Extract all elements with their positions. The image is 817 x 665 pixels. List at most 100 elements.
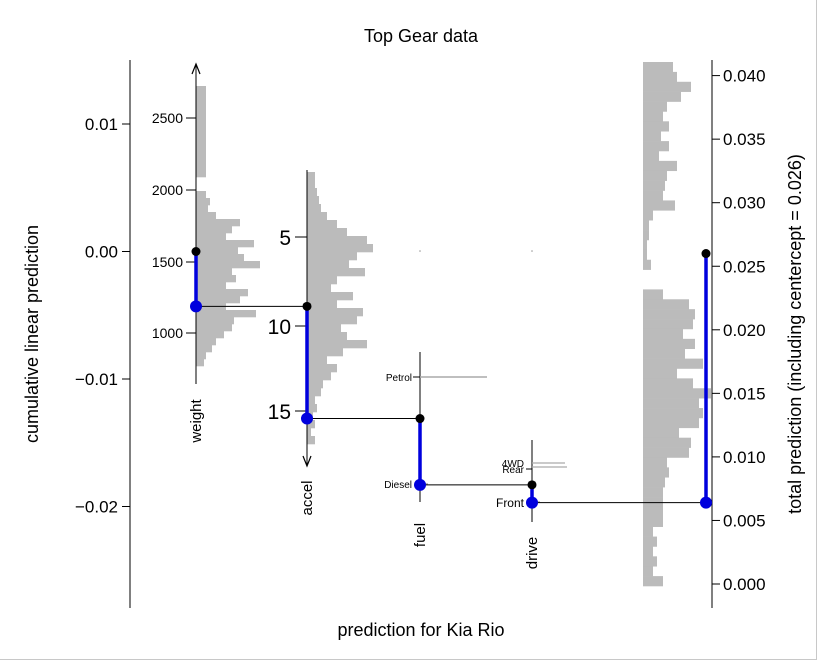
accel-histogram-bar [307,188,317,197]
accel-histogram-bar [307,196,319,205]
right-y-tick-label: 0.035 [723,130,766,149]
accel-histogram-bar [307,340,367,349]
weight-histogram-bar [196,114,206,122]
accel-histogram-bar [307,172,315,181]
accel-histogram-bar [307,404,317,413]
weight-histogram-bar [196,212,216,220]
weight-histogram-bar [196,226,232,234]
accel-histogram-bar [307,388,321,397]
right-y-tick-label: 0.025 [723,257,766,276]
accel-histogram-bar [307,396,315,405]
weight-histogram-bar [196,310,256,318]
right-y-tick-label: 0.015 [723,384,766,403]
total-histogram-bar [643,91,681,102]
total-histogram-bar [643,576,663,587]
right-y-axis-label: total prediction (including centercept =… [785,154,805,514]
accel-axis-label: accel [299,480,316,515]
left-y-tick-label: 0.01 [85,115,118,134]
accel-tick-label: 15 [268,401,291,424]
total-histogram-bar [643,417,699,429]
total-histogram-bar [643,556,657,567]
static-layer: Top Gear data prediction for Kia Rio cum… [22,26,805,640]
accel-histogram-bar [307,428,311,437]
total-histogram-bar [643,81,691,92]
weight-axis-label: weight [188,398,205,443]
fuel-level-label: Petrol [386,373,412,384]
drive-axis-label: drive [524,537,541,570]
accel-tick-label: 5 [279,227,291,250]
fuel-axis-label: fuel [412,523,429,547]
total-histogram-bar [643,111,663,122]
right-y-tick-label: 0.005 [723,511,766,530]
right-y-tick-label: 0.040 [723,67,766,86]
weight-histogram-bar [196,289,248,297]
accel-histogram-bar [307,204,321,213]
total-histogram-bar [643,368,677,379]
weight-tick-label: 2500 [152,110,183,126]
accel-histogram-bar [307,180,315,189]
accel-histogram-bar [307,308,363,317]
total-histogram-bar [643,319,693,330]
accel-histogram-bar [307,364,337,373]
weight-histogram-bar [196,345,212,353]
accel-histogram-bar [307,436,315,445]
total-histogram-bar [643,388,711,399]
weight-tick-label: 1500 [152,254,183,270]
total-histogram-bar [643,437,691,448]
drive-start-point [527,480,537,490]
drive-end-point [526,496,538,509]
accel-histogram-bar [307,212,327,221]
total-histogram-bar [643,477,665,488]
x-axis-label: prediction for Kia Rio [337,620,504,640]
weight-tick-label: 2000 [152,182,183,198]
weight-histogram-bar [196,93,206,101]
weight-histogram-bar [196,191,206,199]
weight-histogram-bar [196,240,254,248]
accel-histogram-bar [307,284,331,293]
weight-histogram-bar [196,128,206,136]
accel-end-point [301,412,313,425]
accel-histogram-bar [307,236,367,245]
weight-histogram-bar [196,324,232,332]
total-histogram-bar [643,348,685,359]
weight-end-point [190,300,202,313]
fuel-start-point [415,414,425,424]
accel-histogram-bar [307,316,357,325]
total-histogram-bar [643,398,699,409]
weight-histogram-bar [196,135,206,143]
weight-start-point [191,247,201,256]
left-y-tick-label: 0.00 [85,243,118,262]
fuel-level-label: Diesel [384,480,412,491]
weight-histogram-bar [196,282,226,290]
left-y-axis-label: cumulative linear prediction [22,225,42,443]
accel-histogram-bar [307,380,323,389]
total-histogram-bar [643,141,669,152]
weight-histogram-bar [196,359,204,367]
accel-histogram-bar [307,300,337,309]
accel-histogram-bar [307,332,347,341]
total-histogram-bar [643,309,695,320]
total-histogram-bar [643,378,693,389]
total-histogram-bar [643,457,667,468]
total-histogram-bar [643,220,649,231]
chart-marks: 0.01 0.00 −0.01 −0.02 0.000 0.005 0.010 0.015 0.… [75,60,766,608]
total-histogram-bar [643,200,675,211]
total-histogram-bar [643,497,663,508]
left-y-tick-label: −0.02 [75,498,118,517]
weight-histogram-bar [196,254,244,262]
total-histogram-bar [643,239,647,251]
weight-histogram-bar [196,170,206,178]
weight-histogram-bar [196,121,206,129]
total-histogram-bar [643,566,653,577]
drive-level-label: 4WD [502,459,524,470]
total-histogram-bar [643,516,663,527]
weight-histogram-bar [196,233,226,241]
total-histogram-bar [643,190,663,201]
weight-histogram-bar [196,205,208,213]
axis-arrow-head [191,62,201,75]
right-y-tick-label: 0.000 [723,575,766,594]
total-histogram-bar [643,427,679,438]
weight-histogram-bar [196,156,206,164]
total-histogram-bar [643,299,689,310]
